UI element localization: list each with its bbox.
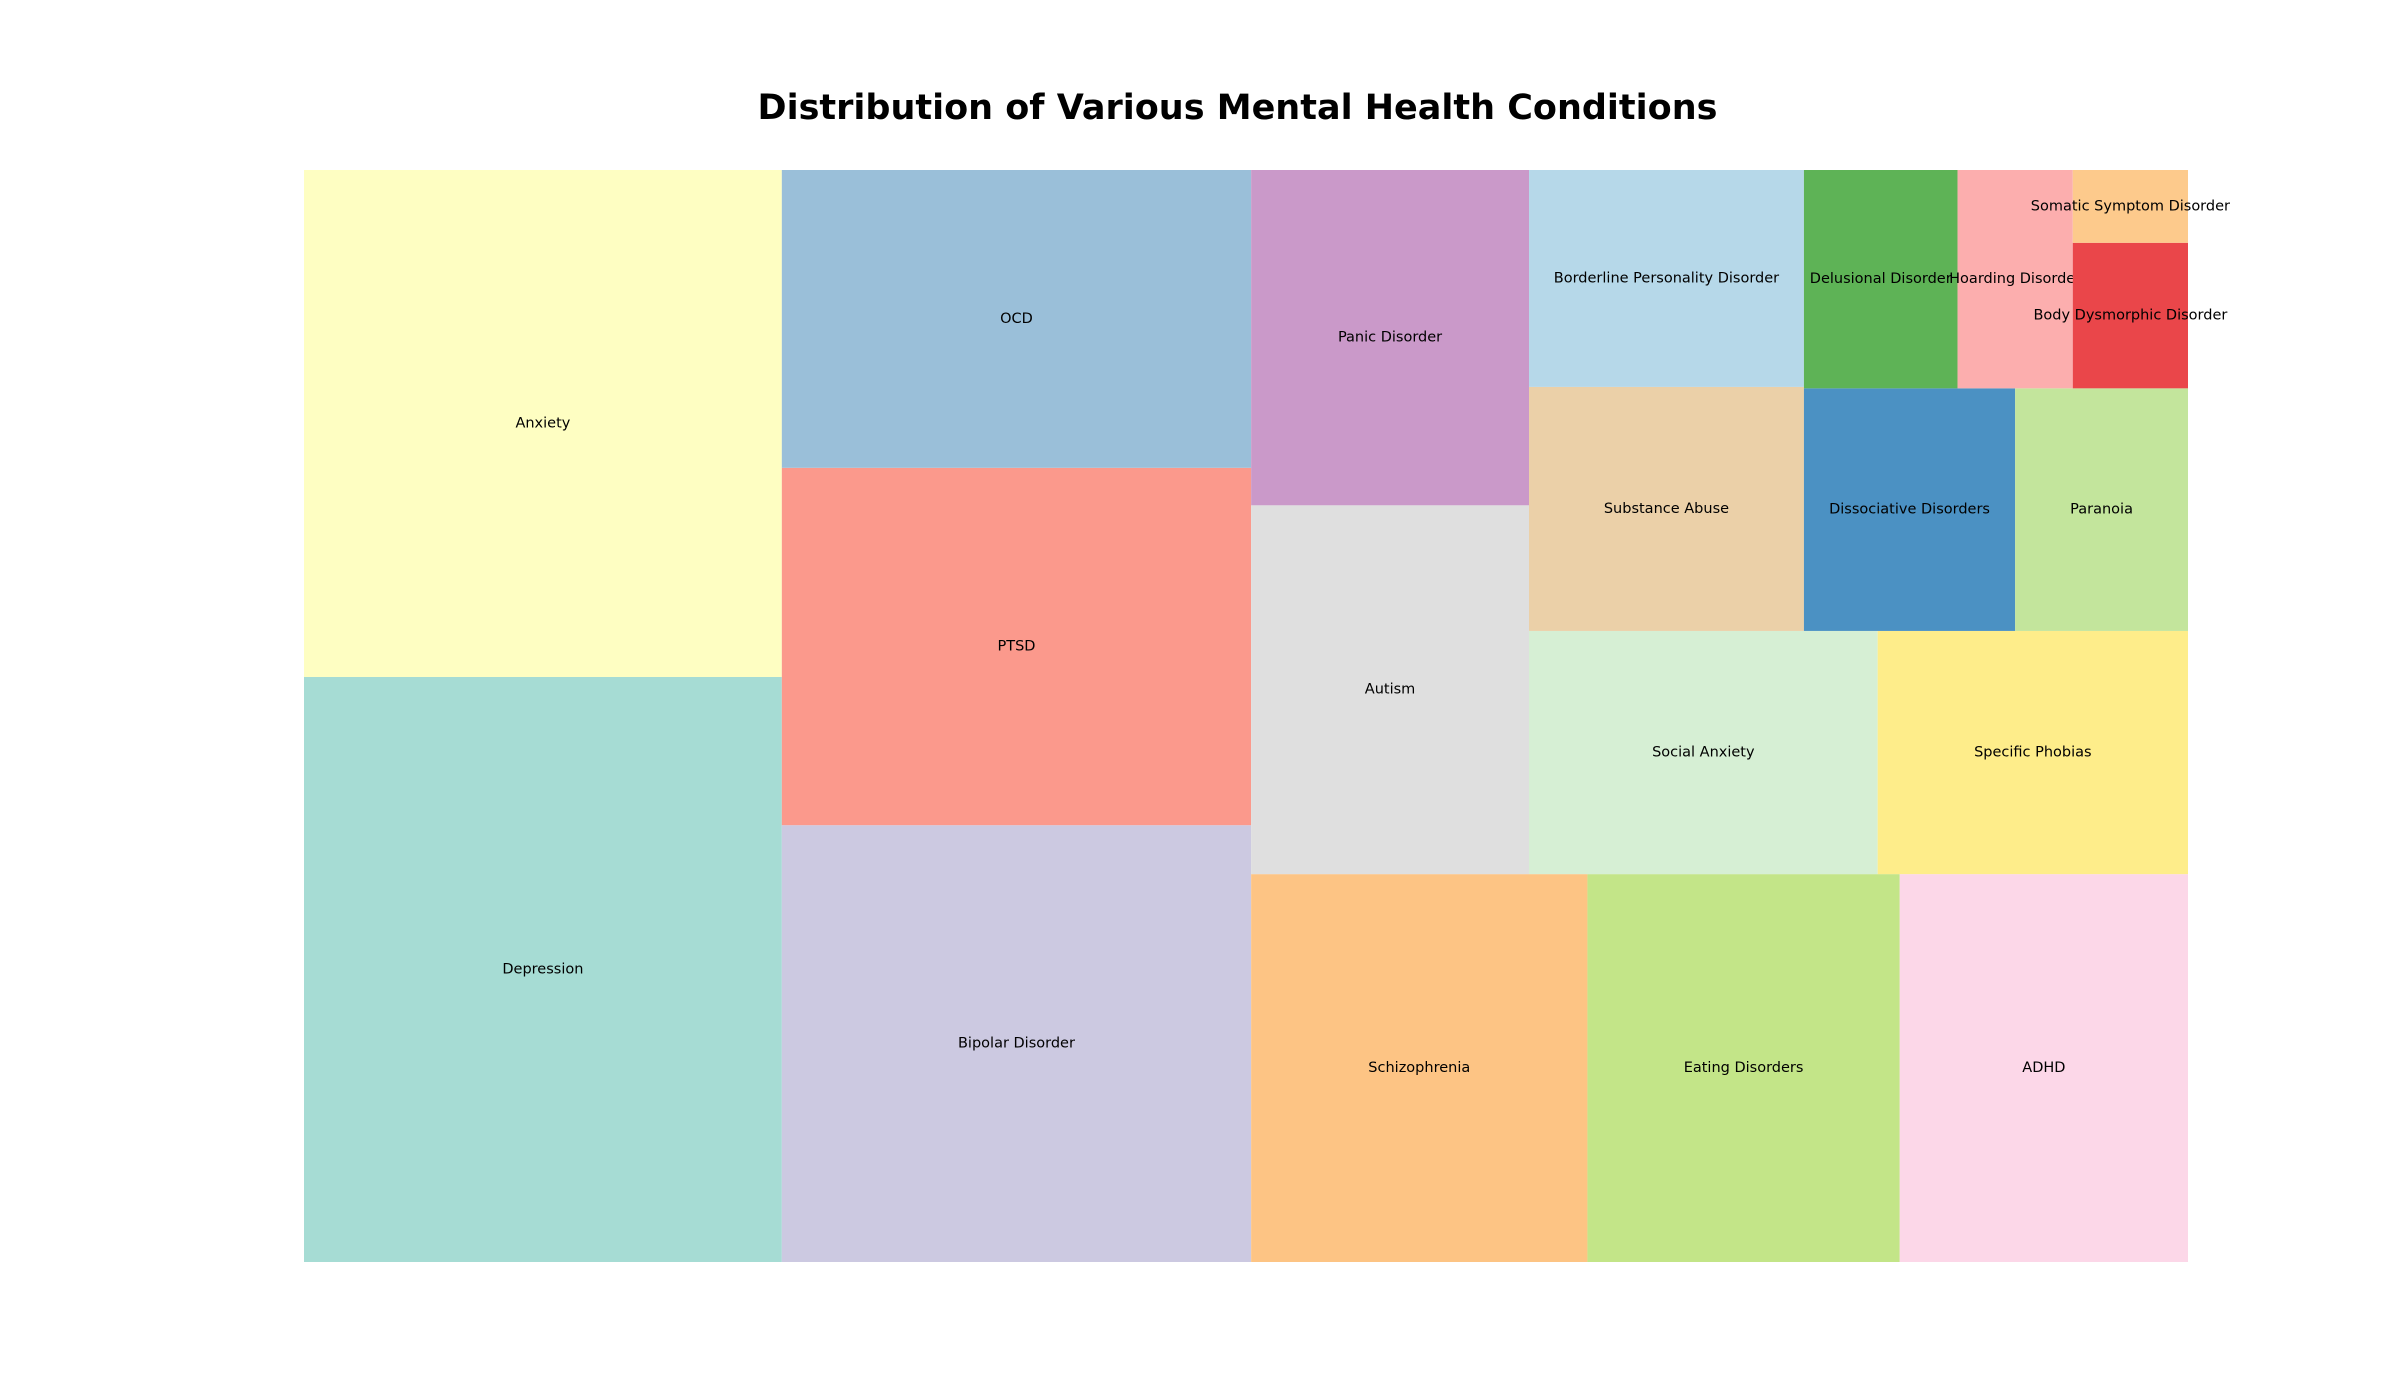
- cell-label-dissociative-disorders: Dissociative Disorders: [1829, 502, 1990, 518]
- cell-delusional-disorder: [1803, 170, 1958, 389]
- cell-label-ocd: OCD: [1000, 311, 1033, 327]
- cell-label-schizophrenia: Schizophrenia: [1368, 1060, 1470, 1076]
- cell-label-delusional-disorder: Delusional Disorder: [1810, 271, 1952, 287]
- cell-label-bipolar-disorder: Bipolar Disorder: [958, 1036, 1075, 1052]
- cell-label-social-anxiety: Social Anxiety: [1652, 745, 1755, 761]
- chart-title: Distribution of Various Mental Health Co…: [757, 88, 1718, 128]
- cell-paranoia: [2015, 388, 2188, 631]
- cell-substance-abuse: [1529, 386, 1804, 631]
- cell-label-ptsd: PTSD: [997, 639, 1035, 655]
- cell-autism: [1251, 505, 1530, 875]
- cell-anxiety: [304, 170, 782, 677]
- cell-label-adhd: ADHD: [2022, 1060, 2065, 1076]
- cell-label-body-dysmorphic-disorder: Body Dysmorphic Disorder: [2033, 308, 2227, 324]
- cell-borderline-personality-disorder: [1529, 170, 1804, 387]
- cell-body-dysmorphic-disorder: [2072, 242, 2188, 389]
- cell-label-anxiety: Anxiety: [515, 416, 570, 432]
- cell-somatic-symptom-disorder: [2072, 170, 2188, 243]
- cell-label-panic-disorder: Panic Disorder: [1338, 330, 1442, 346]
- cell-dissociative-disorders: [1803, 388, 2016, 631]
- cell-schizophrenia: [1251, 874, 1588, 1262]
- cell-label-depression: Depression: [502, 962, 583, 978]
- cell-panic-disorder: [1251, 170, 1530, 506]
- cell-hoarding-disorder: [1957, 170, 2073, 389]
- cell-adhd: [1899, 874, 2188, 1262]
- cell-label-borderline-personality-disorder: Borderline Personality Disorder: [1554, 270, 1779, 286]
- cell-label-specific-phobias: Specific Phobias: [1974, 745, 2092, 761]
- cell-label-hoarding-disorder: Hoarding Disorder: [1949, 271, 2081, 287]
- cell-label-somatic-symptom-disorder: Somatic Symptom Disorder: [2031, 198, 2230, 214]
- cell-social-anxiety: [1529, 630, 1878, 875]
- cell-eating-disorders: [1587, 874, 1900, 1262]
- cell-depression: [304, 677, 782, 1262]
- cell-label-eating-disorders: Eating Disorders: [1684, 1060, 1804, 1076]
- cell-ptsd: [781, 467, 1252, 826]
- cell-bipolar-disorder: [781, 825, 1252, 1262]
- cell-specific-phobias: [1877, 630, 2188, 875]
- cell-label-autism: Autism: [1365, 682, 1416, 698]
- cell-label-substance-abuse: Substance Abuse: [1604, 501, 1729, 517]
- cell-label-paranoia: Paranoia: [2070, 502, 2133, 518]
- cell-ocd: [781, 170, 1252, 468]
- treemap-cells: Depression Anxiety Bipolar Disorder PTSD OCD…: [304, 170, 2230, 1262]
